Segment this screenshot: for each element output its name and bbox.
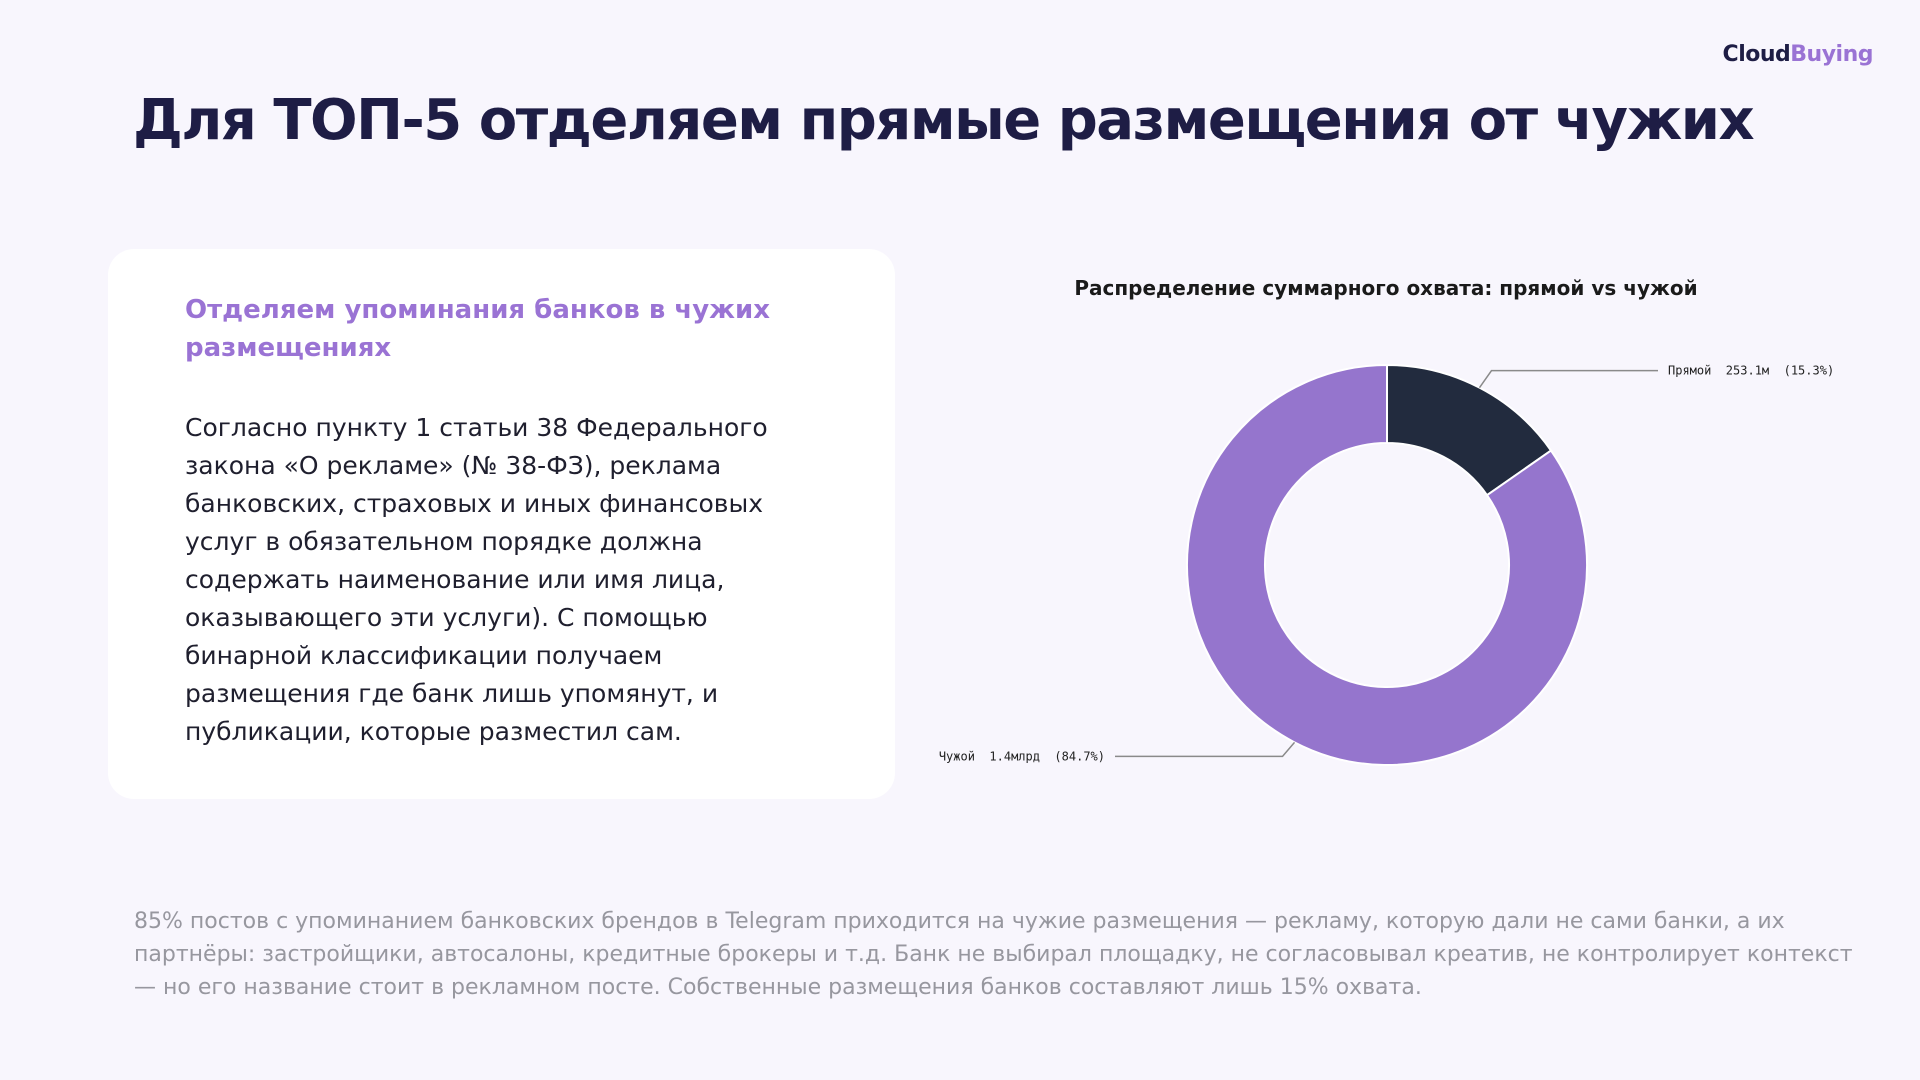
- chart-leader-lines: [1115, 369, 1658, 758]
- logo-part-cloud: Cloud: [1722, 42, 1791, 67]
- chart-slices: [1186, 363, 1588, 766]
- chart-title: Распределение суммарного охвата: прямой …: [1074, 276, 1697, 300]
- chart-slice-labels: Прямой 253.1м (15.3%) Чужой 1.4млрд (84.7…: [939, 364, 1834, 764]
- card-heading: Отделяем упоминания банков в чужих разме…: [185, 295, 770, 363]
- footer-note: 85% постов с упоминанием банковских брен…: [134, 909, 1853, 1000]
- info-card: Отделяем упоминания банков в чужих разме…: [108, 249, 895, 799]
- brand-logo: CloudBuying: [1722, 42, 1874, 67]
- donut-chart: Распределение суммарного охвата: прямой …: [920, 260, 1880, 780]
- donut-slice-foreign: [1186, 363, 1588, 766]
- leader-line-direct: [1478, 369, 1658, 389]
- card-body-text: Согласно пункту 1 статьи 38 Федерального…: [185, 413, 768, 746]
- slice-label-direct: Прямой 253.1м (15.3%): [1668, 364, 1834, 378]
- slice-label-foreign: Чужой 1.4млрд (84.7%): [939, 749, 1105, 763]
- page-title: Для ТОП-5 отделяем прямые размещения от …: [133, 88, 1755, 153]
- leader-line-foreign: [1115, 741, 1296, 758]
- chart-canvas: Распределение суммарного охвата: прямой …: [939, 276, 1834, 766]
- logo-part-buying: Buying: [1790, 42, 1873, 67]
